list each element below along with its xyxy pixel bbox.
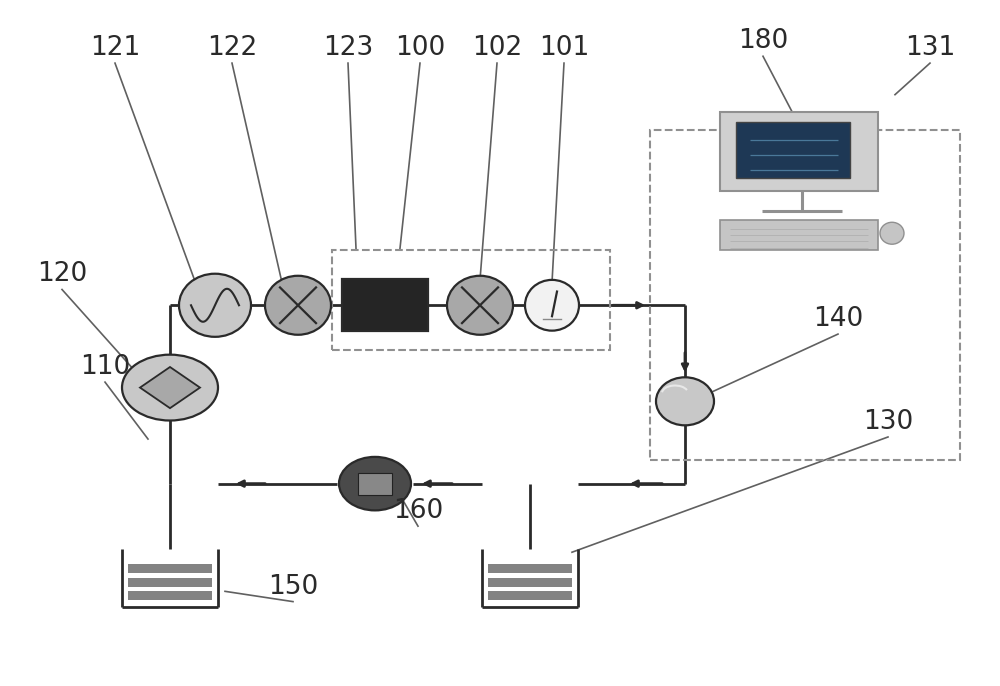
Text: 102: 102 [472,35,522,61]
Ellipse shape [656,377,714,425]
Text: 180: 180 [738,28,788,54]
Text: 110: 110 [80,354,130,380]
Bar [488,564,572,573]
Bar [488,578,572,587]
Ellipse shape [265,276,331,335]
Circle shape [122,355,218,421]
Text: 100: 100 [395,35,445,61]
Bar [332,250,610,350]
Text: 140: 140 [813,306,863,332]
Ellipse shape [525,280,579,331]
Bar [488,591,572,600]
Text: 121: 121 [90,35,140,61]
Text: 122: 122 [207,35,257,61]
Ellipse shape [447,276,513,335]
Ellipse shape [339,457,411,510]
Text: 130: 130 [863,409,913,435]
Text: 120: 120 [37,261,87,287]
Text: 131: 131 [905,35,955,61]
Bar [720,220,878,250]
Bar [650,130,960,460]
Bar [358,473,392,495]
Text: 101: 101 [539,35,589,61]
Bar [128,578,212,587]
Bar [342,279,428,331]
Text: 150: 150 [268,573,318,600]
Bar [736,122,850,178]
Ellipse shape [179,274,251,337]
Text: 123: 123 [323,35,373,61]
Bar [128,564,212,573]
Polygon shape [140,367,200,408]
Text: 160: 160 [393,498,443,524]
Ellipse shape [880,222,904,244]
Bar [720,112,878,191]
Bar [128,591,212,600]
